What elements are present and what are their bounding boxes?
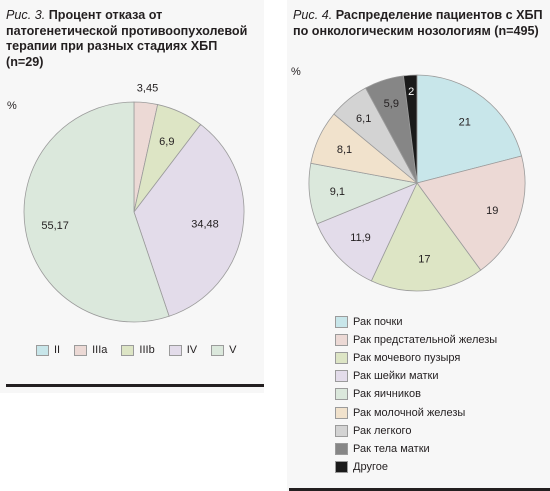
legend-swatch [335,460,348,473]
figure-3-title: Процент отказа от патогенетической проти… [6,8,248,69]
legend-item-ii: II [36,344,60,356]
legend-swatch [335,406,348,419]
data-label-рак-почки: 21 [459,116,471,128]
figure-3-bottom-rule [6,384,264,387]
legend-label: IIIb [139,344,155,356]
data-label-рак-мочевого-пузыря: 17 [418,254,430,266]
figure-3-legend: II IIIa IIIb IV V [36,344,236,356]
legend-item-iv: IV [168,344,198,356]
legend-item-iiia: IIIa [74,344,107,356]
legend-swatch [335,370,348,383]
legend-item-рак-почки: Рак почки [335,313,497,331]
legend-swatch [335,442,348,455]
legend-swatch [121,344,135,356]
legend-label: IIIa [92,344,108,356]
legend-swatch [74,344,88,356]
data-label-v: 55,17 [41,220,69,232]
legend-swatch [335,352,348,365]
figure-4-pie-chart: 21 19 17 11,9 9,1 8,1 6,1 5,9 2 [308,74,526,292]
legend-label: II [54,344,61,356]
legend-item-другое: Другое [335,458,497,476]
pie-slice-рак-почки [416,74,523,184]
legend-swatch [335,388,348,401]
pie-slice-v [23,101,170,323]
legend-swatch [36,344,49,356]
legend-label: IV [186,344,198,356]
pie-slice-iv [133,123,245,317]
data-label-рак-шейки-матки: 11,9 [350,232,371,244]
data-label-iv: 34,48 [191,219,219,231]
legend-item-рак-легкого: Рак легкого [335,422,497,440]
legend-label: Рак мочевого пузыря [353,352,461,365]
figure-4-caption: Рис. 4. Распределение пациентов с ХБП по… [293,8,545,39]
legend-swatch [335,424,348,437]
data-label-рак-легкого: 6,1 [356,113,371,125]
legend-swatch [211,344,225,356]
legend-label: Рак легкого [353,424,412,437]
figure-3-unit: % [7,100,17,112]
pie-slice-рак-предстательной-железы [416,155,526,271]
figure-3-panel: Рис. 3. Процент отказа от патогенетическ… [0,0,264,491]
legend-label: Рак предстательной железы [353,334,498,347]
figure-3-number: Рис. 3. [6,8,46,22]
figure-3-caption: Рис. 3. Процент отказа от патогенетическ… [6,8,258,70]
legend-swatch [335,334,348,347]
legend-label: Рак почки [353,316,403,329]
legend-item-рак-мочевого-пузыря: Рак мочевого пузыря [335,349,497,367]
legend-item-iiib: IIIb [121,344,155,356]
pie-slice-другое [403,74,418,184]
legend-swatch [335,316,348,329]
data-label-другое: 2 [408,86,414,98]
legend-item-рак-шейки-матки: Рак шейки матки [335,367,497,385]
legend-label: Рак молочной железы [353,406,466,419]
legend-label: Рак шейки матки [353,370,439,383]
pie-slice-рак-шейки-матки [316,182,418,282]
figure-3-pie-chart: 3,45 6,9 34,48 55,17 [23,83,245,323]
legend-item-рак-яичников: Рак яичников [335,385,497,403]
legend-item-рак-молочной-железы: Рак молочной железы [335,403,497,421]
figure-4-number: Рис. 4. [293,8,333,22]
data-label-iiib: 6,9 [159,136,174,148]
data-label-iiia: 3,45 [137,83,158,95]
pie-slice-рак-мочевого-пузыря [370,182,482,292]
legend-label: Другое [353,460,388,473]
legend-label: Рак яичников [353,388,421,401]
data-label-рак-молочной-железы: 8,1 [337,144,352,156]
data-label-рак-тела-матки: 5,9 [384,98,399,110]
legend-item-v: V [211,344,236,356]
figure-4-panel: Рис. 4. Распределение пациентов с ХБП по… [287,0,550,491]
data-label-рак-предстательной-железы: 19 [486,205,498,217]
figure-4-title: Распределение пациентов с ХБП по онколог… [293,8,543,38]
figure-4-unit: % [291,66,301,78]
legend-label: Рак тела матки [353,442,430,455]
legend-label: V [229,344,237,356]
figure-4-legend: Рак почки Рак предстательной железы Рак мо… [335,313,497,476]
data-label-рак-яичников: 9,1 [330,186,345,198]
legend-item-рак-тела-матки: Рак тела матки [335,440,497,458]
legend-item-рак-предстательной-железы: Рак предстательной железы [335,331,497,349]
figure-4-bottom-rule [289,488,550,491]
legend-swatch [168,344,182,356]
